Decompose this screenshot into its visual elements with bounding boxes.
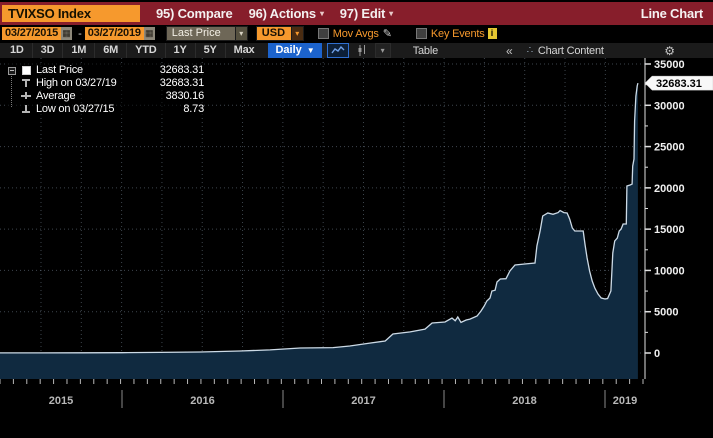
price-chart[interactable]: 0 5000 10000 15000 20000 25000 30000 35000 2015 2…: [0, 58, 713, 433]
legend-row[interactable]: Average 3830.16: [21, 89, 204, 102]
currency-select[interactable]: USD ▾: [255, 26, 304, 41]
currency-value: USD: [255, 26, 292, 41]
legend-value: 8.73: [183, 102, 204, 115]
avg-marker-icon: [21, 90, 32, 101]
chart-area: 0 5000 10000 15000 20000 25000 30000 35000 2015 2…: [0, 58, 713, 433]
chevron-down-icon: ▼: [306, 46, 315, 55]
svg-text:20000: 20000: [654, 183, 685, 195]
menu-item-3[interactable]: 97) Edit ▾: [340, 6, 393, 21]
calendar-icon[interactable]: ▦: [143, 27, 155, 40]
key-events-label: Key Events: [430, 27, 485, 40]
legend-label: Last Price: [36, 63, 83, 76]
period-button-max[interactable]: Max: [224, 43, 263, 58]
chart-mode-label: Line Chart: [640, 6, 703, 21]
svg-text:5000: 5000: [654, 307, 678, 319]
period-toolbar: 1D 3D 1M 6M YTD 1Y 5Y Max Daily ▼ ▾ Table « ∴ C…: [0, 42, 713, 58]
legend-value: 32683.31: [159, 63, 204, 76]
svg-text:2016: 2016: [190, 395, 214, 407]
low-marker-icon: [21, 103, 32, 114]
legend-value: 32683.31: [159, 76, 204, 89]
high-marker-icon: [21, 77, 32, 88]
legend-value: 3830.16: [165, 89, 205, 102]
legend-row[interactable]: High on 03/27/19 32683.31: [21, 76, 204, 89]
candlestick-icon[interactable]: [354, 44, 370, 57]
menu-item-label: 95) Compare: [156, 6, 233, 21]
svg-text:25000: 25000: [654, 142, 685, 154]
svg-text:2015: 2015: [49, 395, 73, 407]
period-button-1d[interactable]: 1D: [10, 44, 24, 56]
chart-legend: Last Price 32683.31 High on 03/27/19 32683.…: [8, 63, 204, 115]
svg-text:30000: 30000: [654, 100, 685, 112]
menu-bar: 95) Compare 96) Actions ▾ 97) Edit ▾: [140, 6, 393, 21]
pencil-icon[interactable]: ✎: [382, 28, 392, 40]
period-button-3d[interactable]: 3D: [31, 43, 63, 58]
date-range-separator: -: [78, 27, 82, 40]
period-button-1y[interactable]: 1Y: [164, 43, 195, 58]
frequency-value: Daily: [275, 44, 302, 56]
table-button[interactable]: Table: [412, 44, 439, 57]
menu-item-2[interactable]: 96) Actions ▾: [249, 6, 324, 21]
legend-label: Average: [36, 89, 76, 102]
chevron-down-icon: ▾: [235, 26, 248, 41]
price-type-value: Last Price: [165, 26, 236, 41]
gear-icon[interactable]: ⚙: [664, 43, 675, 58]
chevron-down-icon: ▾: [319, 9, 324, 18]
mov-avgs-checkbox[interactable]: [317, 28, 329, 39]
frequency-dropdown[interactable]: Daily ▼: [268, 43, 322, 58]
date-to-input[interactable]: 03/27/2019: [84, 27, 144, 40]
calendar-icon[interactable]: ▦: [61, 27, 73, 40]
period-button-ytd[interactable]: YTD: [126, 43, 164, 58]
key-events-checkbox[interactable]: [415, 28, 427, 39]
legend-row[interactable]: Low on 03/27/15 8.73: [21, 102, 204, 115]
svg-text:2017: 2017: [351, 395, 375, 407]
legend-label: Low on 03/27/15: [36, 102, 115, 115]
chart-content-label: Chart Content: [537, 44, 604, 57]
period-button-1m[interactable]: 1M: [62, 43, 94, 58]
mov-avgs-label: Mov Avgs: [332, 27, 379, 40]
chart-type-dropdown[interactable]: ▾: [374, 43, 391, 58]
settings-toolbar: 03/27/2015 ▦ - 03/27/2019 ▦ Last Price ▾…: [0, 25, 713, 42]
menu-item-1[interactable]: 95) Compare: [156, 6, 233, 21]
svg-text:35000: 35000: [654, 59, 685, 71]
chart-content-button[interactable]: ∴ Chart Content: [527, 45, 604, 57]
square-marker-icon: [21, 64, 32, 75]
period-button-6m[interactable]: 6M: [94, 43, 126, 58]
menu-item-label: 96) Actions: [248, 6, 317, 21]
chevron-down-icon: ▾: [389, 9, 393, 18]
legend-row[interactable]: Last Price 32683.31: [21, 63, 204, 76]
svg-text:2018: 2018: [512, 395, 536, 407]
period-buttons: 1D 3D 1M 6M YTD 1Y 5Y Max: [0, 43, 262, 58]
legend-expander-icon[interactable]: [8, 67, 16, 75]
scatter-icon: ∴: [526, 45, 533, 56]
svg-text:2019: 2019: [613, 395, 637, 407]
line-chart-icon[interactable]: [326, 43, 349, 58]
svg-text:10000: 10000: [654, 265, 685, 277]
last-price-tag: 32683.31: [656, 78, 702, 90]
menu-item-label: 97) Edit: [339, 6, 386, 21]
price-type-select[interactable]: Last Price ▾: [165, 26, 248, 41]
chevron-down-icon: ▾: [291, 26, 304, 41]
collapse-panel-button[interactable]: «: [506, 43, 513, 58]
title-bar: TVIXSO Index 95) Compare 96) Actions ▾ 97) …: [0, 2, 713, 25]
security-ticker-input[interactable]: TVIXSO Index: [2, 5, 140, 22]
period-button-5y[interactable]: 5Y: [194, 43, 225, 58]
svg-text:0: 0: [654, 348, 660, 360]
info-icon[interactable]: i: [487, 28, 497, 39]
legend-label: High on 03/27/19: [36, 76, 117, 89]
date-from-input[interactable]: 03/27/2015: [2, 27, 62, 40]
svg-text:15000: 15000: [654, 224, 685, 236]
